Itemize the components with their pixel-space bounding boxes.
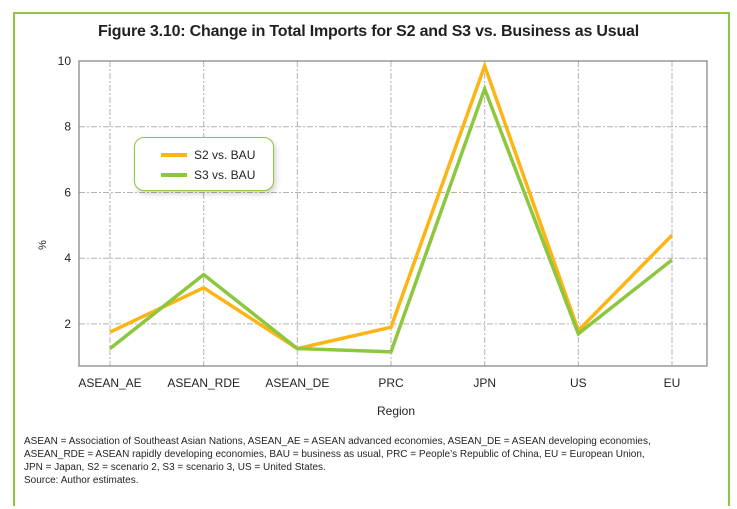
y-tick-label: 4 [64, 251, 71, 265]
x-tick-label: ASEAN_AE [78, 376, 141, 390]
y-tick-label: 10 [58, 54, 72, 68]
legend-swatch-s3 [161, 173, 187, 177]
x-tick-label: JPN [473, 376, 496, 390]
plot-area-border [78, 60, 708, 367]
y-tick-label: 8 [64, 120, 71, 134]
axes [78, 60, 708, 367]
source-line: Source: Author estimates. [24, 475, 139, 486]
y-axis-label: % [37, 240, 49, 250]
x-tick-label: US [570, 376, 587, 390]
y-tick-label: 6 [64, 185, 71, 199]
x-tick-label: PRC [378, 376, 404, 390]
legend-item-s2: S2 vs. BAU [161, 147, 255, 163]
note-line: JPN = Japan, S2 = scenario 2, S3 = scena… [24, 462, 326, 473]
note-line: ASEAN_RDE = ASEAN rapidly developing eco… [24, 449, 645, 460]
legend-label-s2: S2 vs. BAU [194, 148, 256, 162]
figure-frame [13, 12, 730, 506]
legend-label-s3: S3 vs. BAU [194, 168, 256, 182]
legend-swatch-s2 [161, 153, 187, 157]
x-tick-label: EU [664, 376, 681, 390]
x-axis-label: Region [377, 404, 415, 418]
legend-item-s3: S3 vs. BAU [161, 167, 255, 183]
chart-title: Figure 3.10: Change in Total Imports for… [97, 23, 639, 40]
note-line: ASEAN = Association of Southeast Asian N… [24, 436, 651, 447]
x-tick-label: ASEAN_RDE [167, 376, 240, 390]
y-tick-label: 2 [64, 317, 71, 331]
y-tick-labels: 2 4 6 8 10 [58, 54, 72, 331]
x-tick-labels: ASEAN_AE ASEAN_RDE ASEAN_DE PRC JPN US EU [78, 376, 680, 390]
figure-notes: ASEAN = Association of Southeast Asian N… [24, 435, 724, 487]
series-lines [108, 60, 674, 354]
x-tick-label: ASEAN_DE [265, 376, 329, 390]
legend: S2 vs. BAU S3 vs. BAU [134, 137, 274, 191]
